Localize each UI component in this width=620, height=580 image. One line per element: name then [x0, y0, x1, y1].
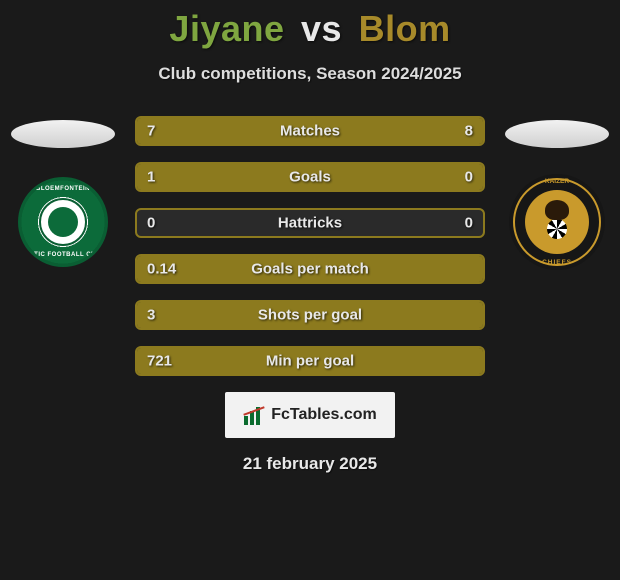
stat-row: 721 Min per goal: [135, 346, 485, 376]
footer-date: 21 february 2025: [0, 454, 620, 474]
stat-value-left: 3: [147, 307, 155, 324]
kaizer-chiefs-crest-icon: KAIZER CHIEFS: [509, 174, 605, 270]
stats-area: 7 Matches 8 1 Goals 0 0 Hattricks 0 0.14 Goals per…: [135, 116, 485, 376]
stat-value-right: 8: [465, 123, 473, 140]
stat-row: 3 Shots per goal: [135, 300, 485, 330]
stat-row: 1 Goals 0: [135, 162, 485, 192]
stat-value-left: 0: [147, 215, 155, 232]
stat-bar-left: [137, 118, 300, 144]
stat-label: Matches: [280, 123, 340, 140]
brand-text: FcTables.com: [271, 406, 377, 424]
subtitle: Club competitions, Season 2024/2025: [0, 64, 620, 84]
stat-label: Goals: [289, 169, 331, 186]
stat-label: Shots per goal: [258, 307, 362, 324]
bloemfontein-celtic-crest-icon: BLOEMFONTEIN CELTIC FOOTBALL CLUB: [18, 177, 108, 267]
player2-club-badge: KAIZER CHIEFS: [507, 178, 607, 266]
player2-avatar-icon: [505, 120, 609, 148]
player1-club-badge: BLOEMFONTEIN CELTIC FOOTBALL CLUB: [13, 178, 113, 266]
chiefs-crest-text-bottom: CHIEFS: [509, 259, 605, 266]
fctables-logo-icon: [243, 405, 265, 425]
player2-name: Blom: [359, 8, 451, 49]
stat-row: 0.14 Goals per match: [135, 254, 485, 284]
brand-badge: FcTables.com: [225, 392, 395, 438]
stat-value-left: 721: [147, 353, 172, 370]
celtic-crest-text-top: BLOEMFONTEIN: [21, 186, 105, 192]
page-title: Jiyane vs Blom: [0, 8, 620, 50]
player1-avatar-icon: [11, 120, 115, 148]
player2-column: KAIZER CHIEFS: [502, 120, 612, 266]
stat-label: Min per goal: [266, 353, 354, 370]
chiefs-crest-text-top: KAIZER: [509, 178, 605, 185]
stat-value-left: 0.14: [147, 261, 176, 278]
vs-label: vs: [301, 8, 342, 49]
stat-label: Hattricks: [278, 215, 342, 232]
stat-value-left: 1: [147, 169, 155, 186]
stat-row: 7 Matches 8: [135, 116, 485, 146]
stat-value-right: 0: [465, 215, 473, 232]
stat-value-right: 0: [465, 169, 473, 186]
stat-bar-left: [137, 164, 414, 190]
stat-row: 0 Hattricks 0: [135, 208, 485, 238]
player1-name: Jiyane: [169, 8, 284, 49]
celtic-crest-text-bottom: CELTIC FOOTBALL CLUB: [21, 252, 105, 258]
stat-label: Goals per match: [251, 261, 369, 278]
stat-value-left: 7: [147, 123, 155, 140]
player1-column: BLOEMFONTEIN CELTIC FOOTBALL CLUB: [8, 120, 118, 266]
